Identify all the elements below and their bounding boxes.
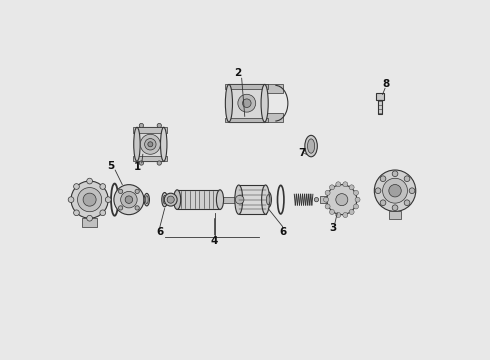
Circle shape — [323, 197, 329, 202]
Bar — [225, 85, 268, 89]
Bar — [220, 197, 240, 203]
Circle shape — [140, 134, 160, 154]
Text: 7: 7 — [298, 148, 306, 158]
Ellipse shape — [262, 185, 270, 214]
Circle shape — [327, 185, 357, 215]
Text: 6: 6 — [279, 227, 286, 237]
Circle shape — [392, 171, 398, 177]
Ellipse shape — [161, 127, 167, 161]
Circle shape — [74, 210, 79, 216]
Text: 2: 2 — [234, 68, 242, 78]
Circle shape — [100, 184, 106, 189]
Ellipse shape — [146, 196, 148, 203]
Ellipse shape — [261, 85, 268, 122]
Bar — [263, 113, 283, 122]
Bar — [376, 93, 384, 100]
Circle shape — [121, 192, 137, 208]
Circle shape — [404, 200, 410, 206]
Text: 3: 3 — [329, 223, 336, 233]
Circle shape — [238, 94, 256, 112]
Circle shape — [353, 204, 359, 209]
Circle shape — [105, 197, 111, 203]
Circle shape — [164, 193, 177, 206]
Text: 6: 6 — [156, 227, 164, 237]
Ellipse shape — [134, 127, 140, 161]
Ellipse shape — [235, 185, 243, 214]
Bar — [82, 218, 97, 227]
Circle shape — [383, 178, 408, 203]
Circle shape — [139, 161, 144, 165]
Circle shape — [83, 193, 96, 206]
Circle shape — [125, 196, 133, 203]
Text: 8: 8 — [383, 78, 390, 89]
Ellipse shape — [305, 135, 318, 157]
Ellipse shape — [308, 139, 315, 153]
Ellipse shape — [173, 190, 181, 210]
Circle shape — [135, 189, 139, 194]
Bar — [263, 85, 283, 93]
Ellipse shape — [267, 195, 270, 204]
Bar — [378, 100, 382, 114]
Circle shape — [235, 195, 244, 204]
Circle shape — [349, 210, 354, 215]
Bar — [229, 85, 265, 122]
Circle shape — [380, 176, 386, 181]
Circle shape — [119, 206, 123, 210]
Circle shape — [314, 198, 319, 202]
Text: 1: 1 — [134, 162, 142, 172]
Bar — [320, 197, 334, 203]
Circle shape — [404, 176, 410, 181]
Circle shape — [380, 200, 386, 206]
Ellipse shape — [265, 192, 271, 207]
Circle shape — [336, 182, 341, 187]
Circle shape — [139, 123, 144, 128]
Circle shape — [148, 142, 153, 147]
Ellipse shape — [144, 193, 149, 206]
Ellipse shape — [225, 85, 232, 122]
Circle shape — [68, 197, 74, 203]
Circle shape — [336, 212, 341, 217]
Circle shape — [329, 185, 335, 190]
Circle shape — [409, 188, 415, 194]
Circle shape — [343, 212, 348, 217]
Text: 4: 4 — [211, 236, 219, 246]
Text: 5: 5 — [107, 161, 115, 171]
Circle shape — [100, 210, 106, 216]
Circle shape — [145, 139, 156, 150]
Circle shape — [77, 188, 102, 212]
Circle shape — [157, 123, 161, 128]
Bar — [389, 211, 401, 219]
Circle shape — [329, 210, 335, 215]
Circle shape — [87, 215, 93, 221]
Circle shape — [349, 185, 354, 190]
Circle shape — [71, 181, 108, 218]
Circle shape — [243, 99, 251, 108]
Circle shape — [355, 197, 360, 202]
Circle shape — [389, 185, 401, 197]
Circle shape — [87, 178, 93, 184]
Ellipse shape — [162, 193, 168, 207]
Bar — [177, 190, 220, 210]
Circle shape — [74, 184, 79, 189]
Bar — [225, 118, 268, 122]
Bar — [137, 127, 164, 161]
Circle shape — [167, 196, 174, 203]
Circle shape — [374, 170, 416, 211]
Circle shape — [114, 185, 144, 215]
Circle shape — [336, 194, 348, 206]
Bar — [133, 127, 167, 133]
Circle shape — [392, 205, 398, 211]
Circle shape — [375, 188, 381, 194]
Bar — [239, 185, 266, 214]
Circle shape — [135, 206, 139, 210]
Ellipse shape — [217, 190, 223, 210]
Circle shape — [325, 190, 330, 195]
Circle shape — [353, 190, 359, 195]
Circle shape — [325, 204, 330, 209]
Ellipse shape — [163, 195, 166, 204]
Circle shape — [157, 161, 161, 165]
Bar — [133, 156, 167, 161]
Circle shape — [119, 189, 123, 194]
Circle shape — [343, 182, 348, 187]
